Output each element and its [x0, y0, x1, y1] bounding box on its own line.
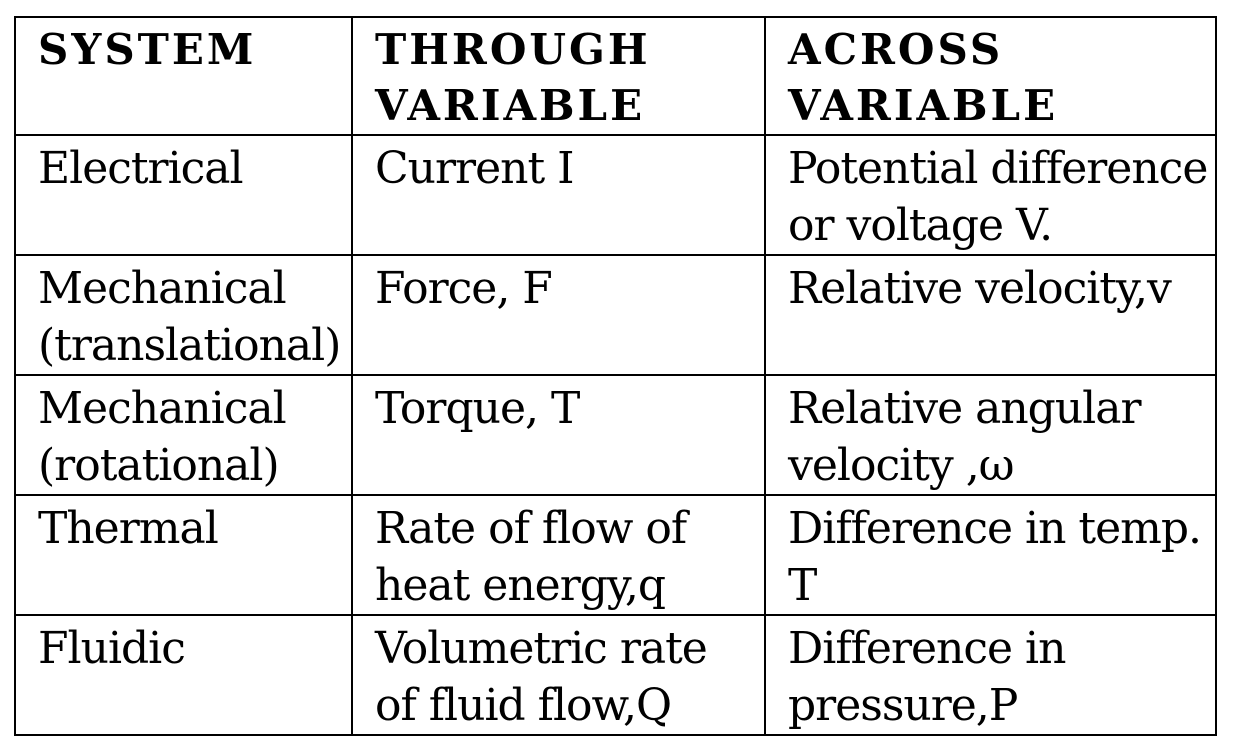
cell-system: Electrical [14, 134, 353, 256]
cell-across-variable: Difference in temp. T [763, 494, 1218, 616]
table-row: Fluidic Volumetric rate of fluid flow,Q … [14, 614, 1218, 736]
cell-across-variable: Potential difference or voltage V. [763, 134, 1218, 256]
cell-across-variable: Difference in pressure,P [763, 614, 1218, 736]
cell-through-variable: Volumetric rate of fluid flow,Q [351, 614, 766, 736]
header-system: SYSTEM [14, 16, 353, 136]
cell-through-variable: Torque, T [351, 374, 766, 496]
cell-system: Thermal [14, 494, 353, 616]
header-row: SYSTEM THROUGH VARIABLE ACROSS VARIABLE [14, 16, 1218, 136]
cell-system: Fluidic [14, 614, 353, 736]
cell-through-variable: Current I [351, 134, 766, 256]
table-row: Mechanical (translational) Force, F Rela… [14, 254, 1218, 376]
cell-across-variable: Relative velocity,v [763, 254, 1218, 376]
table-row: Thermal Rate of flow of heat energy,q Di… [14, 494, 1218, 616]
cell-across-variable: Relative angular velocity ,ω [763, 374, 1218, 496]
header-across-variable: ACROSS VARIABLE [763, 16, 1218, 136]
cell-through-variable: Force, F [351, 254, 766, 376]
cell-system: Mechanical (rotational) [14, 374, 353, 496]
system-analogy-table: SYSTEM THROUGH VARIABLE ACROSS VARIABLE … [14, 16, 1218, 736]
table-row: Mechanical (rotational) Torque, T Relati… [14, 374, 1218, 496]
table-row: Electrical Current I Potential differenc… [14, 134, 1218, 256]
cell-through-variable: Rate of flow of heat energy,q [351, 494, 766, 616]
header-through-variable: THROUGH VARIABLE [351, 16, 766, 136]
cell-system: Mechanical (translational) [14, 254, 353, 376]
